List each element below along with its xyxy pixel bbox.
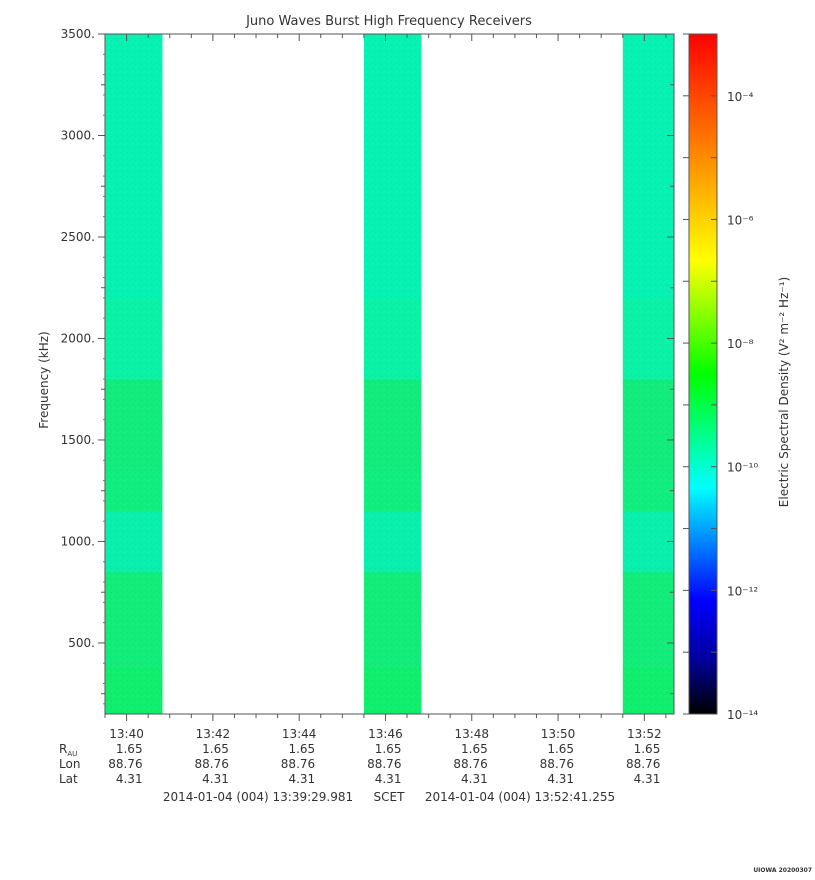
- ephemeris-value: 1.65: [634, 742, 661, 756]
- spectrogram-data-area: [105, 34, 674, 715]
- time-span-end: 2014-01-04 (004) 13:52:41.255: [425, 790, 615, 804]
- x-tick-label: 13:44: [282, 727, 317, 741]
- chart-title: Juno Waves Burst High Frequency Receiver…: [245, 14, 532, 29]
- ephemeris-value: 4.31: [461, 772, 488, 786]
- ephemeris-row-label: Lon: [59, 757, 80, 771]
- y-tick-label: 3000.: [61, 128, 95, 142]
- colorbar-tick-label: 10⁻⁸: [727, 337, 754, 351]
- colorbar-tick-label: 10⁻⁴: [727, 90, 754, 104]
- y-tick-label: 3500.: [61, 27, 95, 41]
- time-span-start: 2014-01-04 (004) 13:39:29.981: [163, 790, 353, 804]
- noise-texture: [622, 34, 674, 714]
- data-block-2: [363, 34, 422, 715]
- x-tick-label: 13:42: [196, 727, 231, 741]
- ephemeris-value: 1.65: [202, 742, 229, 756]
- colorbar-tick-label: 10⁻¹⁴: [727, 708, 758, 722]
- x-tick-label: 13:52: [627, 727, 662, 741]
- ephemeris-table: RAU 1.65 1.65 1.65 1.65 1.65 1.65 1.65 Lon 88.76 8…: [59, 742, 660, 786]
- y-tick-label: 1500.: [61, 433, 95, 447]
- ephemeris-value: 4.31: [288, 772, 315, 786]
- y-axis: 500. 1000. 1500. 2000. 2500. 3000. 3500.: [61, 27, 674, 705]
- ephemeris-value: 1.65: [288, 742, 315, 756]
- noise-texture: [105, 34, 163, 714]
- y-tick-label: 1000.: [61, 534, 95, 548]
- y-axis-label: Frequency (kHz): [37, 331, 51, 428]
- ephemeris-value: 4.31: [547, 772, 574, 786]
- ephemeris-value: 4.31: [634, 772, 661, 786]
- noise-texture: [363, 34, 422, 714]
- ephemeris-value: 1.65: [375, 742, 402, 756]
- ephemeris-value: 88.76: [195, 757, 229, 771]
- ephemeris-row-label: Lat: [59, 772, 78, 786]
- ephemeris-value: 88.76: [453, 757, 487, 771]
- ephemeris-value: 1.65: [116, 742, 143, 756]
- ephemeris-value: 1.65: [461, 742, 488, 756]
- ephemeris-value: 88.76: [626, 757, 660, 771]
- colorbar-tick-label: 10⁻¹⁰: [727, 461, 758, 475]
- x-tick-label: 13:46: [368, 727, 403, 741]
- x-axis: 13:40 13:42 13:44 13:46 13:48 13:50 13:52: [104, 34, 667, 741]
- y-tick-label: 2500.: [61, 230, 95, 244]
- time-span-label: SCET: [374, 790, 406, 804]
- y-tick-label: 2000.: [61, 331, 95, 345]
- x-tick-label: 13:48: [454, 727, 489, 741]
- plot-frame: [104, 33, 675, 715]
- ephemeris-value: 4.31: [202, 772, 229, 786]
- colorbar-tick-label: 10⁻⁶: [727, 213, 754, 227]
- ephemeris-value: 88.76: [281, 757, 315, 771]
- colorbar-axis: 10⁻¹⁴ 10⁻¹² 10⁻¹⁰ 10⁻⁸ 10⁻⁶ 10⁻⁴: [683, 33, 758, 722]
- x-tick-label: 13:40: [109, 727, 144, 741]
- ephemeris-value: 88.76: [108, 757, 142, 771]
- ephemeris-value: 4.31: [116, 772, 143, 786]
- ephemeris-value: 4.31: [375, 772, 402, 786]
- data-block-1: [105, 34, 163, 715]
- ephemeris-value: 1.65: [547, 742, 574, 756]
- data-block-3: [622, 34, 674, 715]
- x-tick-label: 13:50: [541, 727, 576, 741]
- colorbar-label: Electric Spectral Density (V² m⁻² Hz⁻¹): [777, 277, 791, 507]
- footer-stamp: UIOWA 20200307: [753, 867, 812, 874]
- y-tick-label: 500.: [68, 636, 95, 650]
- ephemeris-row-label: RAU: [59, 742, 77, 758]
- colorbar: [688, 33, 718, 715]
- colorbar-tick-label: 10⁻¹²: [727, 584, 758, 598]
- ephemeris-value: 88.76: [540, 757, 574, 771]
- ephemeris-value: 88.76: [367, 757, 401, 771]
